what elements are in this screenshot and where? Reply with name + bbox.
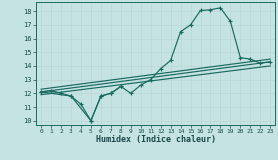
X-axis label: Humidex (Indice chaleur): Humidex (Indice chaleur): [96, 135, 216, 144]
